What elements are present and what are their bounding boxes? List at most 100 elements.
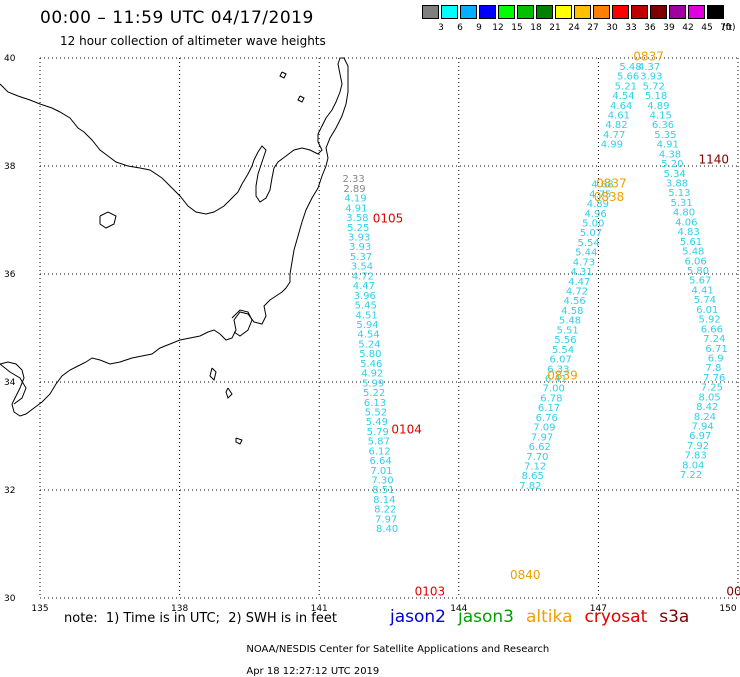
- wave-height-value: 4.73: [573, 257, 595, 268]
- wave-height-value: 8.65: [522, 471, 544, 482]
- wave-height-value: 4.54: [357, 330, 379, 341]
- wave-height-value: 4.92: [361, 369, 383, 380]
- wave-height-value: 7.97: [375, 514, 397, 525]
- wave-height-value: 4.47: [568, 277, 590, 288]
- wave-height-value: 4.31: [570, 267, 592, 278]
- wave-height-value: 5.56: [554, 335, 576, 346]
- wave-height-value: 5.21: [615, 81, 637, 92]
- wave-height-value: 4.54: [612, 91, 634, 102]
- wave-height-value: 7.12: [524, 461, 546, 472]
- wave-height-value: 4.38: [659, 149, 681, 160]
- scale-label: 36: [644, 23, 656, 33]
- wave-height-value: 4.06: [675, 217, 697, 228]
- wave-height-value: 4.72: [352, 271, 374, 282]
- wave-height-value: 3.58: [346, 213, 368, 224]
- wave-height-value: 6.07: [550, 355, 572, 366]
- wave-height-value: 7.30: [371, 476, 393, 487]
- wave-height-value: 5.54: [577, 238, 599, 249]
- wave-height-value: 7.01: [370, 466, 392, 477]
- coastline: [0, 57, 349, 445]
- scale-swatch: [612, 5, 629, 19]
- wave-height-value: 6.97: [689, 431, 711, 442]
- footer: NOAA/NESDIS Center for Satellite Applica…: [240, 633, 549, 677]
- wave-height-value: 5.48: [619, 62, 641, 73]
- scale-label: 39: [663, 23, 675, 33]
- wave-height-value: 4.91: [657, 140, 679, 151]
- wave-height-value: 8.04: [682, 460, 704, 471]
- wave-height-value: 3.93: [640, 72, 662, 83]
- wave-height-value: 6.06: [684, 256, 706, 267]
- wave-height-value: 5.92: [698, 315, 720, 326]
- satellite-legend-entry: altika: [526, 607, 573, 627]
- wave-height-value: 8.22: [374, 505, 396, 516]
- scale-swatch: [441, 5, 458, 19]
- wave-height-value: 5.74: [694, 295, 716, 306]
- wave-height-value: 7.76: [703, 373, 725, 384]
- wave-height-value: 2.33: [342, 174, 364, 185]
- wave-height-value: 3.93: [349, 242, 371, 253]
- wave-height-value: 7.8: [705, 363, 721, 374]
- satellite-legend-entry: cryosat: [584, 607, 648, 627]
- wave-height-value: 5.13: [668, 188, 690, 199]
- pass-time-label: 0103: [415, 584, 446, 598]
- lon-tick-label: 135: [31, 604, 48, 614]
- wave-height-value: 4.37: [638, 62, 660, 73]
- wave-height-value: 4.89: [587, 199, 609, 210]
- wave-height-value: 5.61: [680, 237, 702, 248]
- map-subtitle: 12 hour collection of altimeter wave hei…: [60, 34, 326, 48]
- scale-label: 18: [530, 23, 542, 33]
- wave-height-value: 5.48: [559, 316, 581, 327]
- wave-height-value: 5.22: [363, 388, 385, 399]
- pass-time-label: 00: [726, 584, 740, 598]
- scale-label: 6: [457, 23, 463, 33]
- wave-height-value: 4.91: [345, 203, 367, 214]
- wave-height-value: 6.62: [529, 442, 551, 453]
- wave-height-value: 6.76: [536, 413, 558, 424]
- wave-height-value: 5.94: [356, 320, 378, 331]
- wave-height-value: 6.17: [538, 403, 560, 414]
- satellite-legend-entry: jason2: [390, 607, 446, 627]
- wave-height-value: 4.15: [650, 110, 672, 121]
- wave-height-value: 3.88: [666, 179, 688, 190]
- scale-label: 15: [511, 23, 523, 33]
- wave-height-value: 5.52: [365, 407, 387, 418]
- wave-height-value: 4.80: [673, 208, 695, 219]
- scale-label: 70: [720, 23, 732, 33]
- wave-height-value: 8.40: [376, 524, 398, 535]
- wave-height-value: 5.18: [645, 91, 667, 102]
- wave-height-value: 8.05: [698, 392, 720, 403]
- wave-height-value: 5.79: [367, 427, 389, 438]
- lon-tick-label: 147: [590, 604, 607, 614]
- scale-label: 45: [701, 23, 713, 33]
- satellite-legend-entry: jason3: [458, 607, 514, 627]
- wave-height-value: 2.89: [343, 184, 365, 195]
- scale-label: 27: [587, 23, 599, 33]
- wave-height-value: 4.68: [591, 180, 613, 191]
- wave-height-value: 3.54: [351, 262, 373, 273]
- scale-swatch: [460, 5, 477, 19]
- lon-tick-label: 150: [719, 604, 736, 614]
- wave-height-value: 5.80: [687, 266, 709, 277]
- wave-height-value: 4.77: [603, 130, 625, 141]
- lon-tick-label: 144: [450, 604, 467, 614]
- scale-swatch: [631, 5, 648, 19]
- wave-height-value: 5.72: [643, 81, 665, 92]
- wave-height-value: 5.31: [671, 198, 693, 209]
- wave-height-value: 5.49: [366, 417, 388, 428]
- pass-time-label: 0837: [596, 177, 627, 191]
- wave-height-value: 5.34: [664, 169, 686, 180]
- scale-label: 30: [606, 23, 618, 33]
- lon-tick-label: 141: [311, 604, 328, 614]
- lon-tick-label: 138: [171, 604, 188, 614]
- wave-height-value: 4.19: [344, 194, 366, 205]
- wave-height-value: 8.42: [696, 402, 718, 413]
- wave-height-value: 6.12: [369, 446, 391, 457]
- pass-time-label: 0839: [547, 368, 578, 382]
- wave-height-value: 5.99: [362, 378, 384, 389]
- scale-swatch: [669, 5, 686, 19]
- wave-height-value: 6.01: [696, 305, 718, 316]
- wave-height-value: 4.64: [610, 101, 632, 112]
- pass-time-label: 1140: [698, 152, 729, 166]
- wave-height-value: 7.24: [703, 334, 725, 345]
